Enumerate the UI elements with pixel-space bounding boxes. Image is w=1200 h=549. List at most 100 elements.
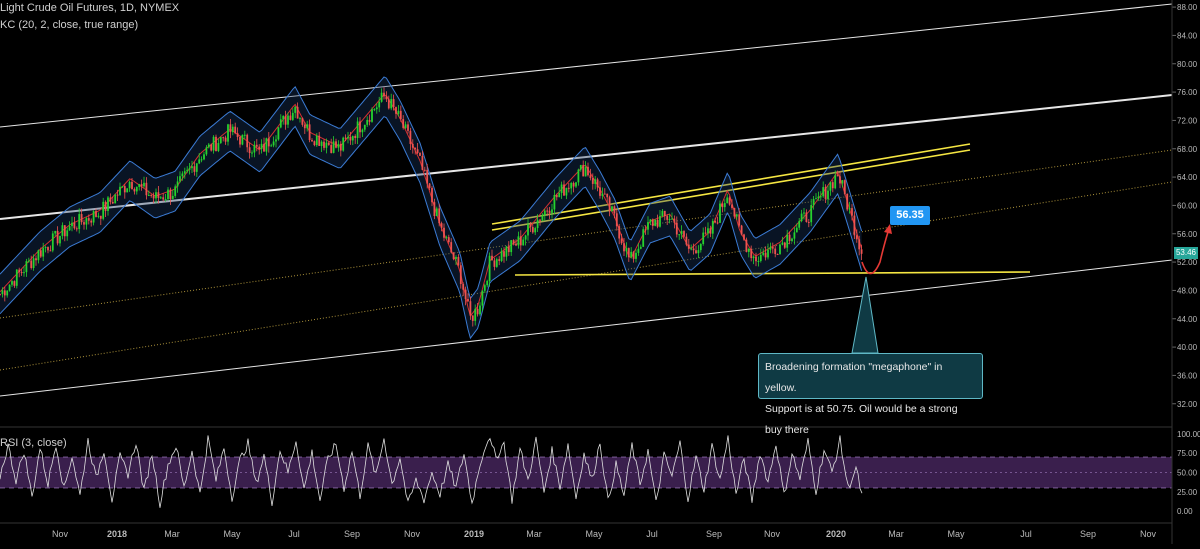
candle-body	[635, 252, 637, 259]
candle-body	[486, 280, 489, 286]
trend-line-lower_channel	[0, 259, 1173, 397]
candle-body	[35, 258, 37, 261]
candle-body	[493, 260, 496, 267]
candle-body	[457, 256, 460, 266]
candle-body	[608, 197, 611, 212]
candle-body	[258, 146, 261, 149]
time-tick-label: 2018	[107, 529, 127, 539]
candle-body	[167, 189, 169, 200]
callout-line-2: Support is at 50.75. Oil would be a stro…	[765, 403, 958, 436]
candle-body	[414, 147, 417, 150]
candle-body	[205, 147, 208, 155]
candle-body	[308, 124, 311, 141]
megaphone-lines	[491, 143, 1031, 276]
candle-body	[719, 203, 721, 223]
keltner-label: KC (20, 2, close, true range)	[0, 19, 139, 31]
candle-body	[479, 305, 481, 315]
candle-body	[282, 115, 285, 120]
candle-body	[385, 96, 388, 100]
candle-body	[649, 219, 652, 223]
candle-body	[539, 219, 541, 221]
candle-body	[726, 197, 729, 204]
rsi-axis: 100.00 75.00 50.00 25.00 0.00	[1177, 430, 1200, 516]
candle-body	[78, 214, 81, 230]
candle-body	[80, 214, 83, 223]
price-axis: 88.00 84.00 80.00 76.00 72.00 68.00 64.00 60.00…	[1171, 0, 1200, 544]
candle-body	[241, 134, 244, 145]
candle-body	[239, 136, 241, 145]
candle-body	[49, 250, 52, 252]
candle-body	[678, 234, 681, 236]
candle-body	[767, 249, 769, 258]
megaphone-callout[interactable]: Broadening formation "megaphone" in yell…	[758, 353, 983, 436]
candle-body	[30, 260, 33, 269]
candle-body	[411, 143, 414, 148]
candle-body	[1, 290, 4, 295]
target-price-tag[interactable]: 56.35	[890, 206, 930, 225]
price-tick-label: 32.00	[1177, 400, 1198, 409]
candle-body	[289, 115, 292, 120]
candle-body	[517, 236, 520, 246]
candle-body	[183, 171, 186, 174]
candle-body	[71, 222, 73, 227]
price-tick-label: 76.00	[1177, 88, 1198, 97]
candle-body	[469, 301, 472, 316]
rsi-tick-label: 0.00	[1177, 507, 1193, 516]
candle-body	[798, 221, 801, 228]
candle-body	[793, 232, 796, 239]
candle-body	[20, 272, 23, 274]
price-tick-label: 88.00	[1177, 3, 1198, 12]
candle-body	[714, 220, 717, 223]
candle-body	[827, 190, 829, 199]
candle-body	[421, 155, 424, 170]
candle-body	[431, 187, 433, 203]
candle-body	[558, 192, 561, 198]
annotation-arrows	[851, 224, 892, 354]
candle-body	[318, 135, 321, 146]
candle-body	[140, 184, 143, 187]
candle-body	[66, 230, 69, 237]
candle-body	[313, 141, 316, 146]
candle-body	[15, 269, 18, 286]
candle-body	[61, 225, 64, 236]
candle-body	[287, 115, 289, 125]
candle-body	[212, 136, 215, 151]
candle-body	[11, 281, 13, 285]
candle-body	[572, 182, 575, 187]
candle-body	[625, 248, 628, 252]
candle-body	[356, 121, 359, 138]
candle-body	[483, 285, 486, 291]
candle-body	[138, 184, 141, 187]
candle-body	[399, 110, 402, 120]
rsi-line	[0, 435, 863, 508]
candle-body	[541, 215, 544, 221]
candle-body	[169, 189, 172, 200]
candle-body	[695, 250, 697, 254]
candle-body	[198, 159, 201, 164]
candle-body	[246, 134, 249, 148]
time-tick-label: May	[947, 529, 965, 539]
rsi-series	[0, 435, 863, 508]
candle-body	[647, 222, 649, 230]
candle-body	[613, 206, 616, 214]
candle-body	[474, 308, 477, 321]
candle-body	[267, 138, 270, 147]
candle-body	[90, 220, 93, 223]
candle-body	[829, 182, 832, 191]
candle-body	[491, 255, 493, 261]
candle-body	[375, 107, 378, 110]
candle-body	[25, 261, 28, 273]
candle-body	[54, 230, 57, 234]
candle-body	[529, 224, 532, 228]
candle-body	[584, 166, 587, 177]
candle-body	[339, 143, 342, 151]
candle-body	[699, 243, 702, 251]
candle-body	[390, 99, 393, 109]
candle-body	[673, 218, 676, 223]
candle-body	[354, 136, 357, 138]
candle-body	[843, 180, 846, 194]
candle-body	[150, 194, 153, 196]
candle-body	[99, 215, 102, 219]
